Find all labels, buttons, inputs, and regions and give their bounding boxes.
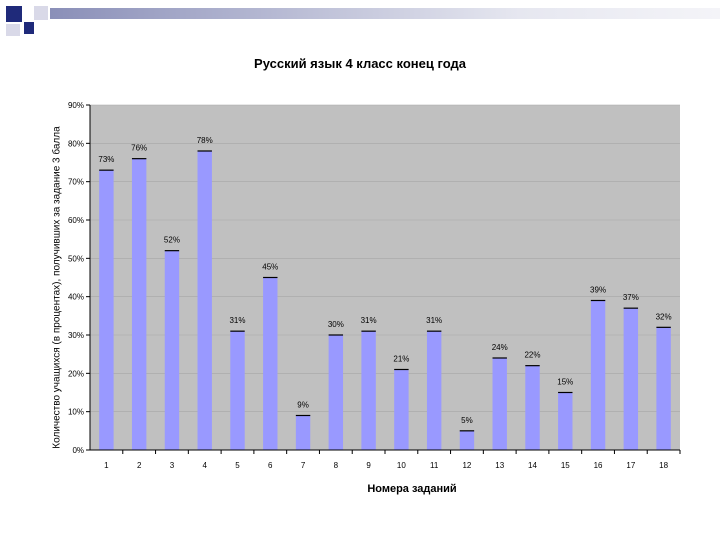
x-tick-label: 14 [528,461,537,470]
bar [295,415,311,450]
bar [328,335,344,450]
y-tick-label: 60% [68,216,84,225]
decor-top-band [50,8,720,19]
bar [361,331,376,450]
y-tick-label: 10% [68,408,84,417]
decor-square-navy-1 [6,6,22,22]
bar [590,300,606,450]
y-tick-label: 40% [68,293,84,302]
data-label: 78% [197,136,213,145]
bar [558,392,573,450]
x-tick-label: 12 [462,461,471,470]
data-label: 45% [262,263,278,272]
data-label: 39% [590,286,606,295]
bar [525,365,540,450]
x-tick-label: 7 [301,461,306,470]
data-label: 5% [461,416,473,425]
y-tick-label: 30% [68,331,84,340]
data-label: 21% [393,355,409,364]
bar [623,308,639,450]
bar [459,430,475,450]
y-tick-label: 70% [68,178,84,187]
x-tick-label: 5 [235,461,240,470]
data-label: 76% [131,144,147,153]
decor-square-light-2 [6,24,20,36]
data-label: 31% [229,316,245,325]
x-tick-label: 16 [594,461,603,470]
decor-square-navy-2 [24,22,34,34]
plot-area [90,105,680,450]
x-tick-label: 17 [626,461,635,470]
bar [197,151,212,450]
y-tick-label: 20% [68,369,84,378]
x-tick-label: 13 [495,461,504,470]
bar [99,170,114,450]
y-tick-label: 90% [68,101,84,110]
data-label: 52% [164,236,180,245]
y-tick-label: 0% [72,446,84,455]
x-tick-label: 18 [659,461,668,470]
x-tick-label: 11 [430,461,439,470]
bar [131,158,147,450]
x-axis-label: Номера заданий [367,483,457,495]
x-tick-label: 1 [104,461,109,470]
data-label: 22% [524,351,540,360]
bar [263,277,278,450]
bar [492,358,507,450]
y-tick-label: 80% [68,139,84,148]
y-tick-label: 50% [68,254,84,263]
x-tick-label: 10 [397,461,406,470]
data-label: 32% [656,312,672,321]
x-tick-label: 15 [561,461,570,470]
x-tick-label: 6 [268,461,273,470]
data-label: 31% [361,316,377,325]
bar [426,331,442,450]
data-label: 30% [328,320,344,329]
data-label: 15% [557,378,573,387]
x-tick-label: 3 [170,461,175,470]
data-label: 31% [426,316,442,325]
x-tick-label: 9 [366,461,371,470]
bar [656,327,671,450]
x-tick-label: 8 [334,461,339,470]
data-label: 37% [623,293,639,302]
decor-square-light-1 [34,6,48,20]
x-tick-label: 2 [137,461,142,470]
bar [230,331,245,450]
data-label: 24% [492,343,508,352]
data-label: 73% [98,155,114,164]
x-tick-label: 4 [202,461,207,470]
bar [394,369,409,450]
data-label: 9% [297,401,309,410]
bar [164,250,180,450]
chart-title: Русский язык 4 класс конец года [254,56,466,71]
